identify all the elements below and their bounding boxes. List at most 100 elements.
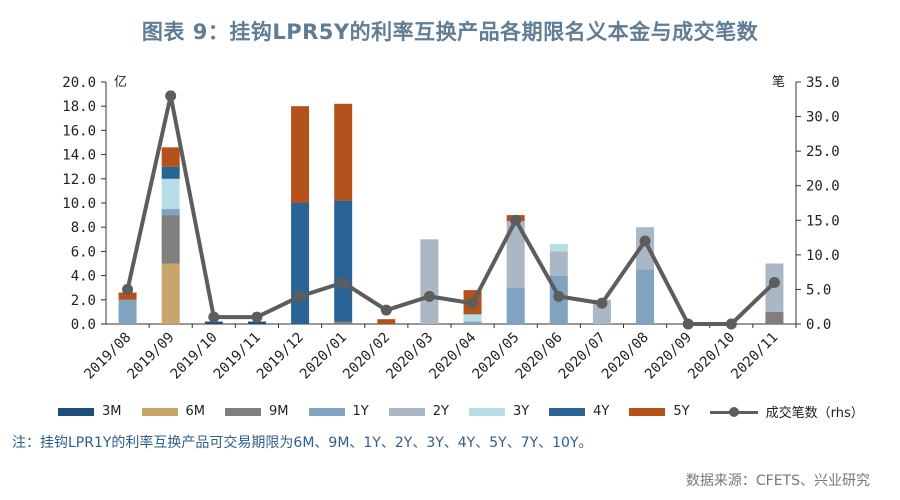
bar-5Y	[377, 319, 396, 324]
trade-count-point	[423, 290, 435, 302]
trade-count-line	[122, 90, 780, 330]
bar-1Y	[506, 287, 525, 324]
trade-count-point	[682, 318, 694, 330]
left-tick-label: 6.0	[71, 244, 96, 260]
trade-count-point	[337, 277, 349, 289]
legend-label: 3Y	[512, 404, 530, 419]
left-tick-label: 8.0	[71, 220, 96, 236]
legend-item: 4Y	[549, 404, 609, 419]
trade-count-point	[553, 290, 565, 302]
x-tick-label: 2020/06	[513, 330, 566, 383]
legend-label: 9M	[269, 404, 289, 419]
bar-3M	[247, 321, 266, 324]
bar-2Y	[549, 251, 568, 276]
x-tick-label: 2020/10	[685, 330, 738, 383]
left-tick-label: 20.0	[62, 75, 96, 91]
trade-count-point	[122, 283, 134, 295]
legend-item: 成交笔数（rhs）	[709, 402, 864, 421]
bar-3Y	[161, 178, 180, 210]
legend-item: 3M	[58, 404, 122, 419]
bar-3Y	[463, 314, 482, 322]
legend-swatch	[225, 407, 261, 416]
right-tick-label: 25.0	[806, 144, 840, 160]
right-tick-label: 15.0	[806, 213, 840, 229]
bar-2Y	[420, 239, 439, 324]
bar-1Y	[636, 269, 655, 324]
legend-swatch	[388, 407, 425, 416]
bar-5Y	[291, 106, 310, 203]
left-tick-label: 4.0	[71, 269, 96, 285]
x-tick-label: 2020/08	[599, 330, 652, 383]
legend-item: 3Y	[468, 404, 530, 419]
x-tick-label: 2019/10	[168, 330, 221, 383]
legend-swatch	[709, 406, 758, 418]
bar-4Y	[334, 200, 353, 322]
legend: 3M 6M 9M 1Y 2Y 3Y 4Y 5Y 成交笔数（rhs）	[58, 402, 884, 421]
x-tick-label: 2020/04	[426, 330, 479, 383]
trade-count-polyline	[125, 93, 776, 326]
bar-1Y	[161, 209, 180, 216]
legend-label: 成交笔数（rhs）	[765, 406, 864, 421]
bar-6M	[161, 263, 180, 324]
x-tick-label: 2019/12	[254, 330, 307, 383]
footnote: 注：挂钩LPR1Y的利率互换产品可交易期限为6M、9M、1Y、2Y、3Y、4Y、…	[12, 435, 593, 451]
legend-item: 2Y	[388, 404, 449, 419]
trade-count-point	[639, 235, 651, 247]
legend-item: 1Y	[308, 404, 369, 419]
legend-item: 9M	[225, 404, 289, 419]
trade-count-point	[510, 214, 522, 226]
bar-4Y	[291, 203, 310, 324]
legend-label: 3M	[102, 404, 122, 419]
right-tick-label: 20.0	[806, 179, 840, 195]
bar-9M	[765, 311, 784, 324]
bar-9M	[334, 321, 353, 324]
x-tick-label: 2020/03	[383, 330, 436, 383]
x-tick-label: 2020/01	[297, 330, 350, 383]
bar-2Y	[636, 227, 655, 270]
bar-3Y	[549, 244, 568, 252]
bar-5Y	[334, 103, 353, 201]
right-tick-label: 0.0	[806, 317, 831, 333]
bar-5Y	[118, 292, 137, 300]
bar-4Y	[161, 166, 180, 179]
left-axis-unit: 亿	[114, 75, 127, 90]
x-tick-label: 2020/05	[469, 330, 522, 383]
legend-swatch	[141, 407, 178, 416]
trade-count-point	[251, 311, 263, 323]
legend-label: 6M	[185, 404, 206, 419]
right-tick-label: 5.0	[806, 282, 831, 298]
trade-count-point	[768, 277, 780, 289]
left-tick-label: 0.0	[71, 317, 96, 333]
legend-swatch	[468, 407, 505, 416]
chart-title: 图表 9：挂钩LPR5Y的利率互换产品各期限名义本金与成交笔数	[141, 20, 759, 44]
left-tick-label: 12.0	[62, 172, 96, 188]
bar-5Y	[161, 147, 180, 167]
bar-1Y	[463, 321, 482, 324]
legend-label: 5Y	[673, 404, 690, 419]
right-tick-label: 35.0	[806, 75, 840, 91]
trade-count-point	[467, 297, 479, 309]
x-tick-label: 2020/07	[556, 330, 609, 383]
trade-count-point	[165, 90, 177, 102]
bar-9M	[161, 215, 180, 264]
x-tick-label: 2019/11	[211, 330, 264, 383]
legend-item: 6M	[141, 404, 206, 419]
right-axis-unit: 笔	[772, 74, 785, 90]
legend-label: 1Y	[352, 404, 369, 419]
legend-label: 2Y	[432, 404, 449, 419]
x-tick-label: 2019/08	[81, 330, 134, 383]
bars	[118, 103, 784, 324]
trade-count-point	[294, 290, 306, 302]
x-tick-label: 2020/09	[642, 330, 695, 383]
left-tick-label: 10.0	[62, 196, 96, 212]
legend-swatch	[549, 407, 586, 416]
legend-swatch	[58, 407, 94, 416]
left-tick-label: 16.0	[62, 123, 96, 139]
legend-swatch	[308, 407, 345, 416]
source-note: 数据来源：CFETS、兴业研究	[685, 473, 870, 489]
trade-count-point	[725, 318, 737, 330]
left-tick-label: 18.0	[62, 99, 96, 115]
legend-swatch	[629, 407, 666, 416]
trade-count-point	[380, 304, 392, 316]
